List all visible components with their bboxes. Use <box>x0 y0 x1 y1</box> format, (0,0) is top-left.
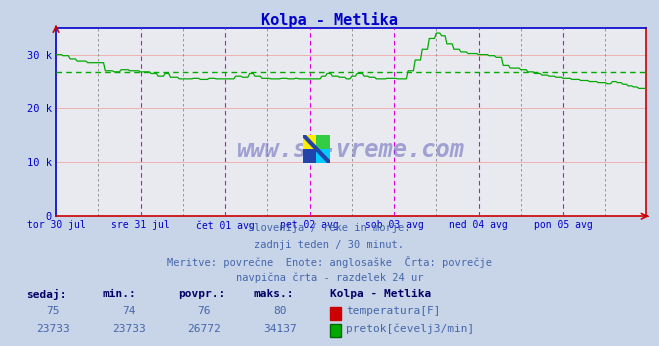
Text: Slovenija / reke in morje.: Slovenija / reke in morje. <box>248 223 411 233</box>
Text: 23733: 23733 <box>36 324 70 334</box>
Text: 34137: 34137 <box>263 324 297 334</box>
Text: 26772: 26772 <box>187 324 221 334</box>
Text: 23733: 23733 <box>111 324 146 334</box>
Text: 76: 76 <box>198 306 211 316</box>
Bar <box>316 149 330 163</box>
Text: 74: 74 <box>122 306 135 316</box>
Text: Kolpa - Metlika: Kolpa - Metlika <box>261 12 398 28</box>
Text: povpr.:: povpr.: <box>178 289 225 299</box>
Text: sedaj:: sedaj: <box>26 289 67 300</box>
Text: pretok[čevelj3/min]: pretok[čevelj3/min] <box>346 324 474 334</box>
Text: www.si-vreme.com: www.si-vreme.com <box>237 138 465 162</box>
Text: 75: 75 <box>46 306 59 316</box>
Bar <box>316 135 330 149</box>
Text: navpična črta - razdelek 24 ur: navpična črta - razdelek 24 ur <box>236 273 423 283</box>
Text: zadnji teden / 30 minut.: zadnji teden / 30 minut. <box>254 240 405 250</box>
Text: 80: 80 <box>273 306 287 316</box>
Text: Meritve: povrečne  Enote: anglosaške  Črta: povrečje: Meritve: povrečne Enote: anglosaške Črta… <box>167 256 492 268</box>
Bar <box>303 135 316 149</box>
Text: maks.:: maks.: <box>254 289 294 299</box>
Text: min.:: min.: <box>102 289 136 299</box>
Text: Kolpa - Metlika: Kolpa - Metlika <box>330 289 431 299</box>
Text: temperatura[F]: temperatura[F] <box>346 306 440 316</box>
